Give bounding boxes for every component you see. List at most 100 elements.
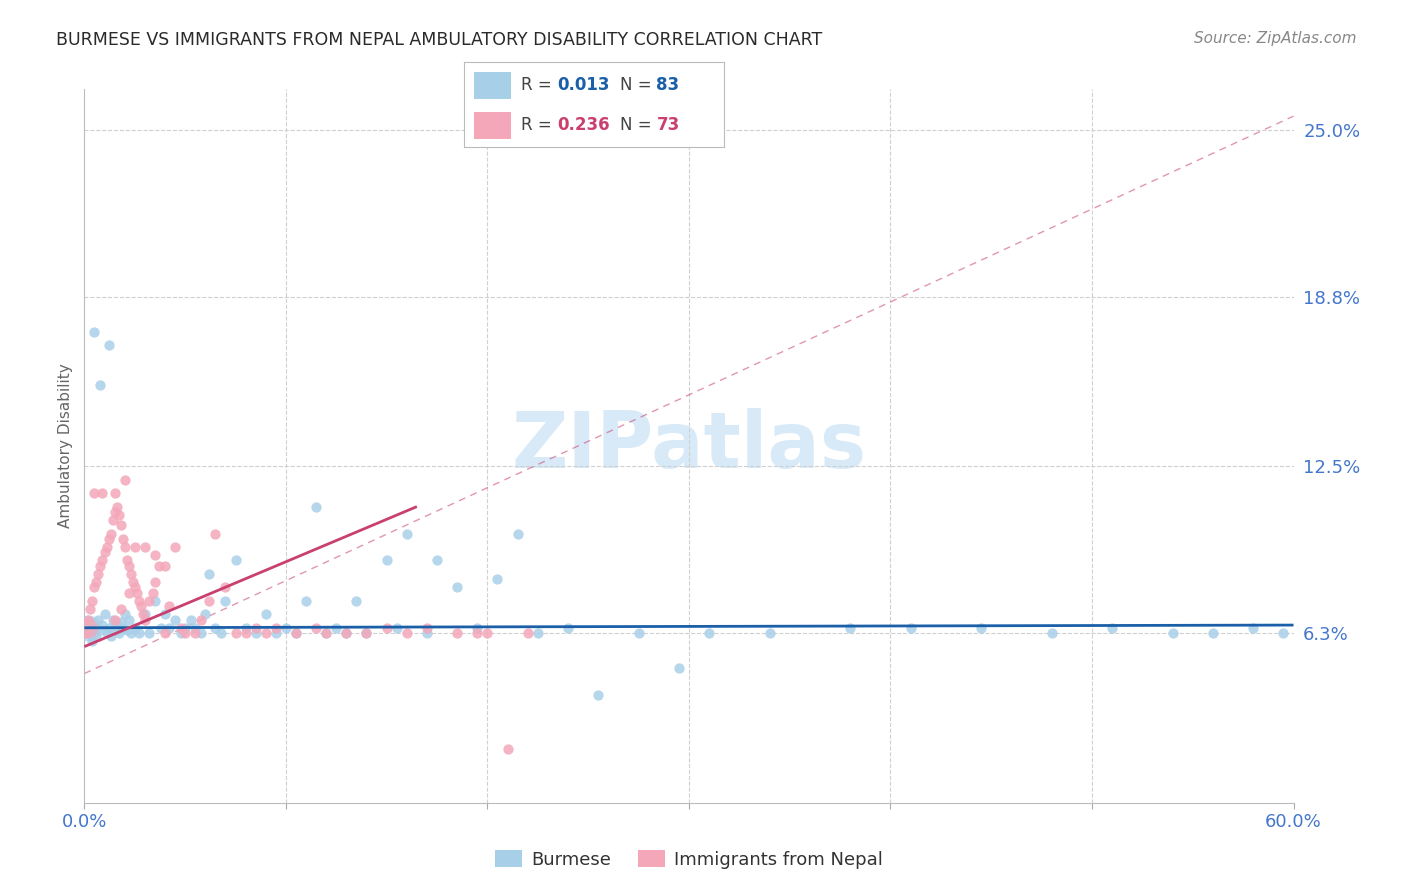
Point	[125, 586, 148, 600]
Point	[97, 621, 120, 635]
Point	[91, 486, 114, 500]
Point	[82, 594, 104, 608]
Point	[138, 594, 160, 608]
Point	[165, 540, 187, 554]
Point	[115, 624, 138, 638]
Point	[77, 621, 100, 635]
Point	[107, 508, 129, 522]
Point	[325, 621, 347, 635]
Point	[128, 626, 150, 640]
Y-axis label: Ambulatory Disability: Ambulatory Disability	[58, 364, 73, 528]
Point	[209, 626, 232, 640]
Point	[118, 613, 141, 627]
Point	[416, 626, 439, 640]
Point	[157, 599, 180, 614]
Point	[1101, 621, 1123, 635]
Point	[83, 325, 105, 339]
Point	[149, 621, 172, 635]
Point	[91, 553, 114, 567]
Point	[170, 621, 193, 635]
Legend: Burmese, Immigrants from Nepal: Burmese, Immigrants from Nepal	[488, 843, 890, 876]
Point	[124, 540, 146, 554]
Point	[1202, 626, 1225, 640]
Point	[285, 626, 308, 640]
Point	[129, 599, 152, 614]
Point	[107, 626, 129, 640]
Text: BURMESE VS IMMIGRANTS FROM NEPAL AMBULATORY DISABILITY CORRELATION CHART: BURMESE VS IMMIGRANTS FROM NEPAL AMBULAT…	[56, 31, 823, 49]
Point	[101, 613, 124, 627]
Point	[254, 607, 277, 622]
Point	[111, 532, 134, 546]
Point	[375, 553, 398, 567]
Point	[134, 613, 156, 627]
Point	[315, 626, 337, 640]
Point	[100, 526, 122, 541]
Point	[142, 586, 165, 600]
Point	[87, 613, 110, 627]
Point	[110, 518, 132, 533]
Point	[477, 626, 499, 640]
Point	[180, 613, 202, 627]
Point	[235, 621, 257, 635]
Point	[128, 594, 150, 608]
Point	[190, 613, 212, 627]
Text: 0.013: 0.013	[558, 77, 610, 95]
Point	[486, 572, 509, 586]
Text: 0.236: 0.236	[558, 116, 610, 134]
Point	[305, 500, 328, 514]
Point	[148, 558, 170, 573]
Text: R =: R =	[522, 116, 557, 134]
Point	[114, 607, 136, 622]
Point	[86, 629, 108, 643]
Point	[356, 626, 378, 640]
Point	[194, 607, 217, 622]
Point	[79, 602, 101, 616]
Point	[426, 553, 449, 567]
Point	[114, 473, 136, 487]
Point	[264, 621, 287, 635]
Point	[516, 626, 538, 640]
Bar	[474, 71, 510, 99]
Point	[110, 602, 132, 616]
Point	[134, 607, 156, 622]
Point	[118, 586, 141, 600]
Point	[184, 626, 207, 640]
Point	[143, 574, 166, 589]
Point	[87, 566, 110, 581]
Point	[93, 545, 115, 559]
Point	[245, 621, 267, 635]
Point	[467, 626, 489, 640]
Point	[557, 621, 579, 635]
Point	[120, 626, 142, 640]
Point	[89, 624, 111, 638]
Point	[446, 580, 468, 594]
Text: 73: 73	[657, 116, 679, 134]
Point	[121, 574, 143, 589]
Point	[89, 558, 111, 573]
Point	[93, 607, 115, 622]
Point	[124, 621, 146, 635]
Point	[295, 594, 318, 608]
Point	[77, 626, 100, 640]
Point	[115, 553, 138, 567]
Text: ZIPatlas: ZIPatlas	[512, 408, 866, 484]
Point	[204, 526, 226, 541]
Point	[335, 626, 357, 640]
Point	[104, 624, 127, 638]
Point	[86, 574, 108, 589]
Point	[274, 621, 297, 635]
Point	[77, 621, 100, 635]
Point	[157, 621, 180, 635]
Text: N =: N =	[620, 116, 657, 134]
Point	[79, 615, 101, 630]
Point	[174, 621, 197, 635]
Point	[1272, 626, 1295, 640]
Point	[97, 532, 120, 546]
Point	[153, 558, 176, 573]
Point	[96, 626, 118, 640]
Point	[395, 626, 418, 640]
Text: 83: 83	[657, 77, 679, 95]
Point	[100, 629, 122, 643]
Bar	[474, 112, 510, 139]
Point	[101, 513, 124, 527]
